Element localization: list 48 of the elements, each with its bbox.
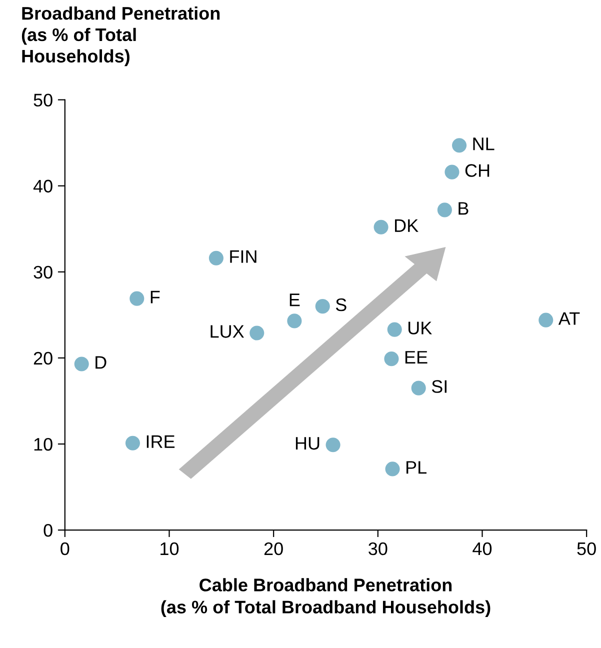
annotation: E <box>290 294 300 306</box>
annotation: DK <box>395 219 418 232</box>
point <box>125 436 140 450</box>
x-tick-label: 10 <box>160 542 179 556</box>
point <box>250 326 264 340</box>
point <box>411 380 426 396</box>
x-axis-title: Cable Broadband Penetration (as % of Total Broadband Households) <box>161 578 490 618</box>
annotation: LUX <box>210 325 244 338</box>
x-tick-label: 30 <box>368 542 388 556</box>
point <box>74 356 89 372</box>
x-tick-label: 50 <box>577 542 596 556</box>
x-tick-label: 0 <box>60 542 70 556</box>
y-tick-label: 50 <box>34 94 52 107</box>
annotation: NL <box>473 138 494 150</box>
point <box>208 250 224 266</box>
annotation: PL <box>406 461 426 474</box>
y-tick-label: 40 <box>33 180 52 193</box>
point <box>444 164 460 180</box>
point <box>385 462 400 476</box>
annotation: B <box>458 202 468 215</box>
annotation: AT <box>558 312 580 325</box>
annotation: F <box>150 290 160 304</box>
point <box>326 438 340 452</box>
x-tick-label: 20 <box>264 542 283 556</box>
y-tick-label: 30 <box>34 266 52 279</box>
point <box>452 138 467 153</box>
annotation: HU <box>296 437 320 450</box>
annotation: SI <box>432 380 446 393</box>
y-tick-label: 10 <box>34 438 52 451</box>
y-tick-label: 0 <box>44 524 52 537</box>
x-tick-label: 40 <box>472 542 492 556</box>
annotation: D <box>96 356 106 369</box>
point <box>387 322 402 337</box>
point <box>374 220 388 234</box>
annotation: CH <box>465 164 490 177</box>
annotation: EE <box>405 351 428 364</box>
point <box>315 299 330 314</box>
annotation: UK <box>408 322 432 334</box>
annotation: S <box>336 298 346 312</box>
point <box>130 291 144 306</box>
annotation: IRE <box>146 435 175 448</box>
point <box>287 314 302 328</box>
annotation: FIN <box>230 250 256 263</box>
point <box>437 202 452 218</box>
y-tick-label: 20 <box>34 352 52 365</box>
y-axis-title: Broadband Penetration (as % of Total Households) <box>22 6 220 66</box>
point <box>384 352 399 366</box>
point <box>538 312 554 328</box>
